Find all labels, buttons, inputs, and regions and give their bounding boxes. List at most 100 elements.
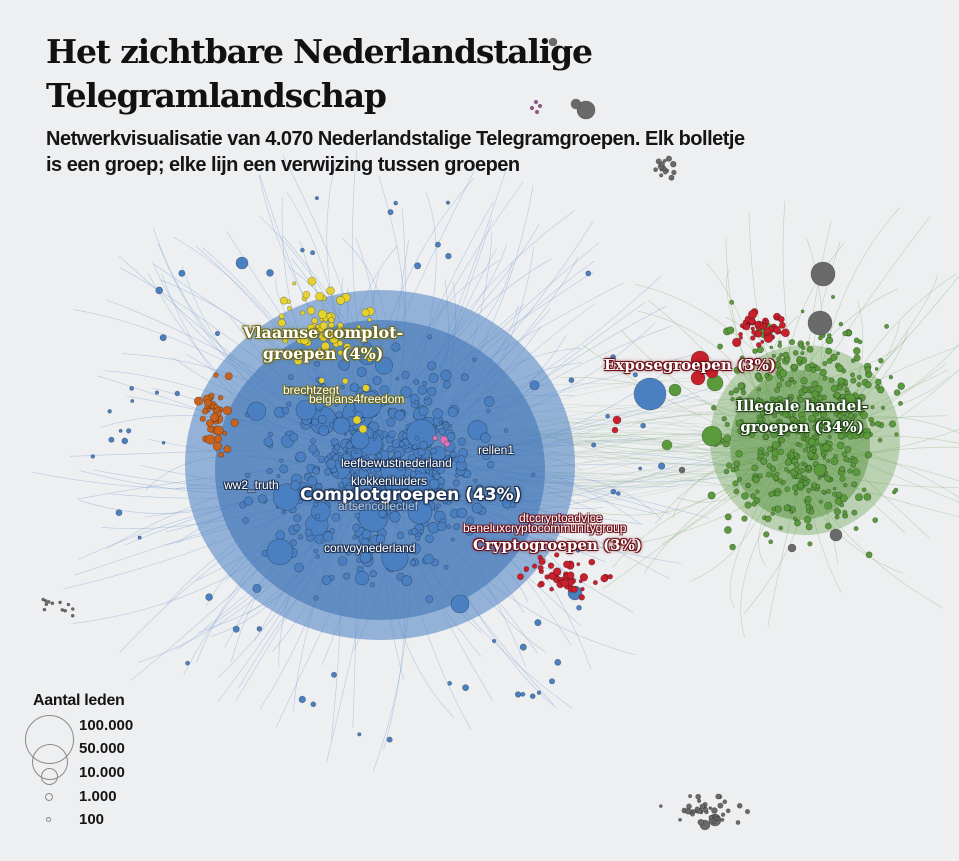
illegaal-group-node [843,415,849,420]
complot-group-node [243,496,253,506]
legend-circle-icon [45,793,53,801]
complot-group-node [445,200,451,205]
vlaamse-group-node [286,305,292,311]
complot-group-node [446,432,456,442]
illegaal-group-node [758,450,763,455]
complot-group-node [396,462,405,471]
illegaal-group-node [791,412,796,417]
grey-group-node [47,600,51,604]
illegaal-group-node [836,364,844,373]
complot-group-node [343,572,351,580]
crypto-group-node [576,562,581,567]
complot-group-node [520,691,526,697]
complot-group-node [410,471,417,478]
complot-group-node [373,465,381,473]
grey-group-node [71,607,75,611]
illegaal-group-node [851,431,860,440]
complot-group-node [443,564,449,570]
illegaal-group-node [741,492,749,500]
complot-group-node [289,539,297,547]
node-label-leefbewustnederland: leefbewustnederland [341,456,452,470]
complot-group-node [398,441,405,448]
complot-group-node [453,523,461,531]
complot-group-node [323,489,334,501]
illegaal-group-node [893,487,899,493]
illegaal-group-node [784,458,792,466]
illegaal-group-node [860,411,868,420]
complot-group-node [411,490,417,496]
illegaal-group-node [781,403,789,410]
complot-group-node [308,444,318,454]
complot-group-node [275,530,286,540]
complot-group-node [315,554,320,559]
vlaamse-group-node [307,276,317,286]
vlaamse-group-node [311,327,320,337]
complot-group-node [410,527,419,536]
complot-group-node [434,241,441,248]
network-edge [585,441,831,454]
crypto-group-node [600,574,609,583]
illegaal-group-node [798,343,804,349]
grey-group-node [684,808,692,815]
grey-group-node [714,816,719,821]
illegaal-group-node [729,299,735,305]
complot-group-node [281,510,286,515]
complot-group-node [449,450,457,458]
cluster-label-line-2: groepen (34%) [740,418,864,436]
size-legend: Aantal leden 100.000 50.000 10.000 1.000… [25,690,200,840]
illegaal-group-node [864,366,871,373]
grey-group-node [42,607,47,612]
title-line-2: Telegramlandschap [46,76,387,115]
network-edge [821,343,959,436]
complot-group-node [333,444,341,451]
network-edge [817,273,958,461]
illegaal-group-node [865,551,873,559]
illegaal-group-node [857,406,862,411]
expose-hub-node [612,415,622,425]
grey-group-node [696,798,702,804]
vlaamse-group-node [358,328,364,334]
complot-group-node [356,367,367,377]
network-edge [637,310,786,445]
complot-group-node [657,462,666,470]
complot-group-node [345,331,352,338]
grey-group-node [708,806,713,810]
complot-hub-node [266,538,294,566]
complot-group-node [386,736,393,743]
complot-group-node [245,472,251,478]
node-label-rellen1: rellen1 [478,443,515,457]
complot-group-node [391,342,401,352]
illegaal-group-node [821,453,825,457]
illegaal-group-node [754,373,762,380]
expose-group-node [773,325,781,334]
illegaal-group-node [819,416,825,423]
vlaamse-group-node [306,306,316,315]
vlaamse-group-node [293,356,303,366]
complot-group-node [640,422,646,429]
crypto-group-node [537,582,543,588]
complot-group-node [314,196,319,201]
grey-group-node [671,169,677,176]
expose-group-node [755,342,762,348]
network-edge [620,329,818,450]
illegaal-group-node [726,326,735,335]
illegaal-group-node [771,506,776,512]
grey-group-node [702,806,709,813]
complot-group-node [107,409,112,414]
complot-group-node [372,376,382,386]
complot-group-node [387,492,399,504]
illegaal-group-node [796,472,803,480]
complot-group-node [349,457,359,467]
legend-item-50000: 50.000 [30,738,200,780]
legend-item-1000: 1.000 [30,786,200,808]
illegaal-group-node [775,419,780,425]
illegaal-group-node [856,382,862,388]
complot-group-node [438,420,443,425]
complot-group-node [247,401,267,421]
pink-group-node [529,105,535,111]
complot-group-node [334,544,343,553]
illegaal-group-node [755,489,760,494]
complot-group-node [257,494,267,504]
illegaal-group-node [752,476,760,484]
illegaal-group-node [831,403,837,409]
